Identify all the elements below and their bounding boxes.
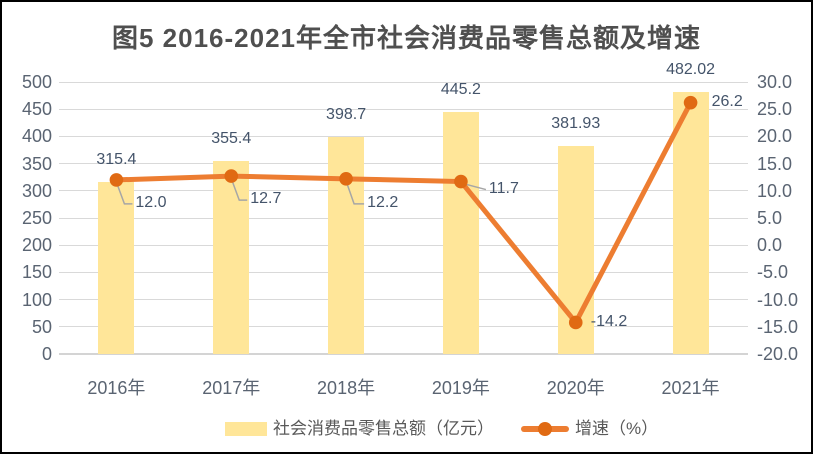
bar-data-label: 445.2 <box>440 80 481 98</box>
line-data-label: 11.7 <box>488 179 519 197</box>
x-axis-tick: 2016年 <box>87 378 146 398</box>
grid-line <box>59 271 748 273</box>
y-axis-tick-left: 200 <box>21 235 52 256</box>
y-axis-tick-right: 20.0 <box>757 126 793 147</box>
x-axis-tick: 2018年 <box>317 378 376 398</box>
y-axis-tick-right: -10.0 <box>757 289 799 310</box>
y-axis-tick-right: -5.0 <box>757 262 789 283</box>
bar <box>557 146 594 354</box>
y-axis-tick-right: 0.0 <box>757 235 783 256</box>
grid-line <box>59 244 748 246</box>
x-axis-tick: 2017年 <box>202 378 261 398</box>
x-axis-tick: 2019年 <box>431 378 490 398</box>
x-axis-tick: 2021年 <box>661 378 720 398</box>
grid-line <box>59 217 748 219</box>
y-axis-tick-left: 450 <box>21 99 52 120</box>
x-axis-line <box>59 353 748 355</box>
bar-data-label: 398.7 <box>326 106 367 124</box>
bar-data-label: 381.93 <box>551 115 601 133</box>
grid-line <box>59 81 748 83</box>
y-axis-tick-right: 25.0 <box>757 99 793 120</box>
bar <box>98 182 135 354</box>
legend-bar-swatch <box>225 422 267 436</box>
legend-line-marker-icon <box>538 422 552 436</box>
bar <box>442 111 479 354</box>
legend-label-retail-total: 社会消费品零售总额（亿元） <box>273 419 494 438</box>
chart-title: 图5 2016-2021年全市社会消费品零售总额及增速 <box>111 23 702 53</box>
y-axis-tick-left: 500 <box>21 72 52 92</box>
bar <box>213 160 250 354</box>
line-data-label: 12.7 <box>250 190 282 208</box>
y-axis-tick-left: 400 <box>21 126 52 147</box>
y-axis-tick-left: 0 <box>41 344 52 364</box>
y-axis-tick-left: 150 <box>21 262 52 283</box>
y-axis-tick-right: 15.0 <box>757 153 793 174</box>
grid-line <box>59 108 748 110</box>
legend-label-growth-rate: 增速（%） <box>575 419 659 438</box>
y-axis-tick-right: -15.0 <box>757 316 799 337</box>
y-axis-tick-right: -20.0 <box>757 344 799 364</box>
y-axis-tick-right: 5.0 <box>757 208 783 228</box>
y-axis-tick-left: 250 <box>21 208 52 228</box>
x-axis-tick: 2020年 <box>546 378 605 398</box>
y-axis-tick-right: 10.0 <box>757 180 793 201</box>
line-data-label: 12.0 <box>135 193 167 211</box>
line-data-label: 26.2 <box>711 92 743 110</box>
y-axis-tick-left: 100 <box>21 289 52 310</box>
grid-line <box>59 135 748 137</box>
bar <box>328 137 365 354</box>
y-axis-tick-left: 350 <box>21 153 52 174</box>
y-axis-tick-left: 50 <box>31 316 52 337</box>
grid-line <box>59 326 748 328</box>
bar-data-label: 355.4 <box>211 129 252 147</box>
grid-line <box>59 299 748 301</box>
grid-line <box>59 190 748 192</box>
line-data-label: 12.2 <box>367 193 399 211</box>
y-axis-tick-right: 30.0 <box>757 72 793 92</box>
legend-line-swatch <box>521 419 569 439</box>
bar-data-label: 315.4 <box>96 151 137 169</box>
bar <box>672 91 709 354</box>
y-axis-tick-left: 300 <box>21 180 52 201</box>
line-data-label: -14.2 <box>590 313 628 331</box>
bar-data-label: 482.02 <box>666 60 716 78</box>
